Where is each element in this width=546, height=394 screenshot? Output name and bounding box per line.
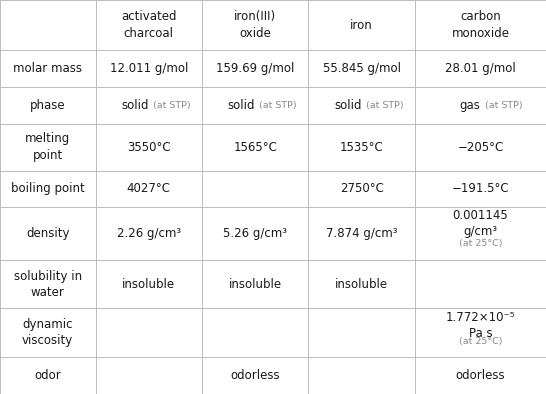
Text: iron(III)
oxide: iron(III) oxide — [234, 10, 276, 40]
Text: melting
point: melting point — [25, 132, 70, 162]
Text: (at 25°C): (at 25°C) — [459, 239, 502, 248]
Text: carbon
monoxide: carbon monoxide — [452, 10, 509, 40]
Text: (at STP): (at STP) — [363, 101, 403, 110]
Text: (at STP): (at STP) — [150, 101, 191, 110]
Text: boiling point: boiling point — [11, 182, 85, 195]
Text: 3550°C: 3550°C — [127, 141, 170, 154]
Text: 55.845 g/mol: 55.845 g/mol — [323, 62, 401, 75]
Text: −205°C: −205°C — [458, 141, 503, 154]
Text: odorless: odorless — [456, 369, 505, 382]
Text: odor: odor — [34, 369, 61, 382]
Text: insoluble: insoluble — [122, 278, 175, 291]
Text: 5.26 g/cm³: 5.26 g/cm³ — [223, 227, 287, 240]
Text: 12.011 g/mol: 12.011 g/mol — [110, 62, 188, 75]
Text: (at 25°C): (at 25°C) — [459, 337, 502, 346]
Text: 1535°C: 1535°C — [340, 141, 384, 154]
Text: solid: solid — [121, 99, 149, 112]
Text: 159.69 g/mol: 159.69 g/mol — [216, 62, 294, 75]
Text: solubility in
water: solubility in water — [14, 269, 82, 299]
Text: insoluble: insoluble — [335, 278, 388, 291]
Text: 2750°C: 2750°C — [340, 182, 384, 195]
Text: odorless: odorless — [230, 369, 280, 382]
Text: phase: phase — [30, 99, 66, 112]
Text: 0.001145
g/cm³: 0.001145 g/cm³ — [453, 209, 508, 238]
Text: activated
charcoal: activated charcoal — [121, 10, 176, 40]
Text: 7.874 g/cm³: 7.874 g/cm³ — [326, 227, 397, 240]
Text: 2.26 g/cm³: 2.26 g/cm³ — [117, 227, 181, 240]
Text: insoluble: insoluble — [229, 278, 282, 291]
Text: 1.772×10⁻⁵
Pa s: 1.772×10⁻⁵ Pa s — [446, 311, 515, 340]
Text: molar mass: molar mass — [13, 62, 82, 75]
Text: (at STP): (at STP) — [482, 101, 522, 110]
Text: dynamic
viscosity: dynamic viscosity — [22, 318, 73, 348]
Text: solid: solid — [228, 99, 255, 112]
Text: 28.01 g/mol: 28.01 g/mol — [445, 62, 516, 75]
Text: iron: iron — [351, 19, 373, 32]
Text: (at STP): (at STP) — [257, 101, 297, 110]
Text: gas: gas — [460, 99, 480, 112]
Text: 1565°C: 1565°C — [233, 141, 277, 154]
Text: −191.5°C: −191.5°C — [452, 182, 509, 195]
Text: solid: solid — [334, 99, 361, 112]
Text: density: density — [26, 227, 69, 240]
Text: 4027°C: 4027°C — [127, 182, 171, 195]
